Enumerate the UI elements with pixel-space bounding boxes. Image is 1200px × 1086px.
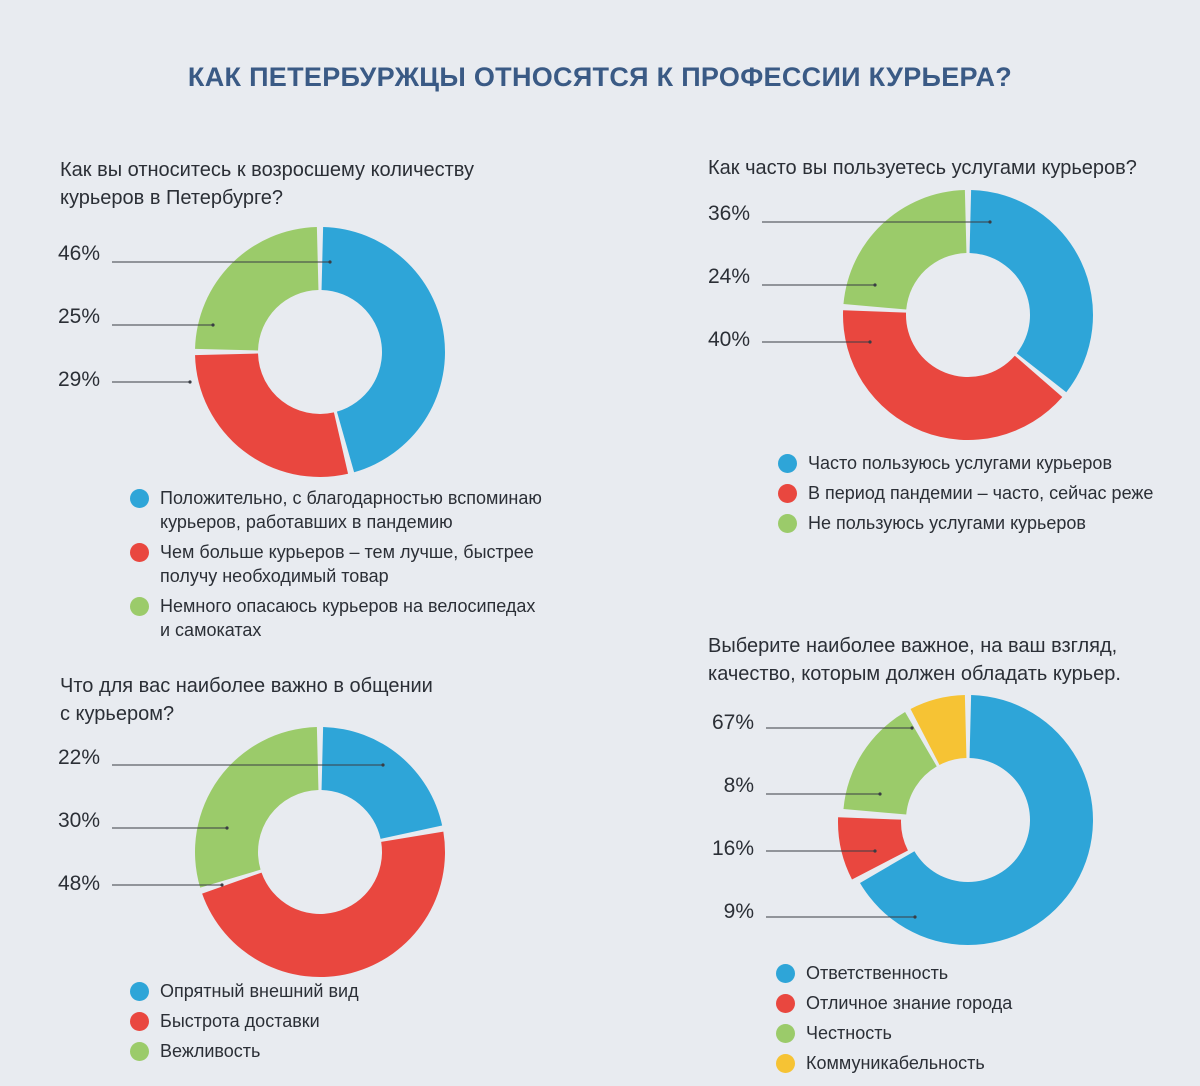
legend-item: Ответственность [776, 961, 1176, 985]
chart-4-pct-label: 16% [711, 837, 754, 860]
legend-item: Отличное знание города [776, 991, 1176, 1015]
legend-item: Коммуникабельность [776, 1051, 1176, 1075]
legend-item: Честность [776, 1021, 1176, 1045]
donut-slice [321, 727, 443, 839]
chart-2-donut [762, 190, 1093, 440]
legend-label: Чем больше курьеров – тем лучше, быстрее… [160, 542, 534, 586]
leader-dot [873, 283, 877, 287]
legend-label: Опрятный внешний вид [160, 981, 359, 1001]
chart-1-pct-label: 46% [57, 242, 100, 265]
leader-dot [225, 826, 229, 830]
legend-item: Вежливость [130, 1039, 530, 1063]
leader-dot [220, 883, 224, 887]
chart-1-question: Как вы относитесь к возросшему количеств… [60, 159, 474, 209]
chart-1-donut [112, 227, 446, 477]
legend-label: Отличное знание города [806, 993, 1013, 1013]
leader-dot [878, 792, 882, 796]
legend-dot [130, 489, 149, 508]
legend-label: Немного опасаюсь курьеров на велосипедах… [160, 596, 536, 640]
donut-slice [195, 353, 349, 477]
chart-4-legend: Ответственность Отличное знание города Ч… [776, 961, 1176, 1081]
chart-1-pct-label: 29% [57, 368, 100, 391]
chart-3-pct-label: 22% [57, 746, 100, 769]
chart-3-pct-label: 48% [57, 872, 100, 895]
leader-dot [381, 763, 385, 767]
donut-slice [843, 712, 937, 815]
chart-3-donut [112, 727, 445, 977]
chart-2-question: Как часто вы пользуетесь услугами курьер… [708, 157, 1137, 179]
legend-item: Немного опасаюсь курьеров на велосипедах… [130, 594, 550, 642]
legend-label: Часто пользуюсь услугами курьеров [808, 453, 1113, 473]
legend-item: Часто пользуюсь услугами курьеров [778, 451, 1178, 475]
chart-1-legend: Положительно, с благодарностью вспоминаю… [130, 486, 550, 648]
legend-dot [776, 994, 795, 1013]
legend-label: Вежливость [160, 1041, 261, 1061]
legend-label: В период пандемии – часто, сейчас реже [808, 483, 1154, 503]
leader-dot [988, 220, 992, 224]
legend-label: Быстрота доставки [160, 1011, 320, 1031]
legend-item: Опрятный внешний вид [130, 979, 530, 1003]
legend-item: Не пользуюсь услугами курьеров [778, 511, 1178, 535]
chart-3-pct-label: 30% [57, 809, 100, 832]
legend-item: Чем больше курьеров – тем лучше, быстрее… [130, 540, 550, 588]
chart-4-pct-label: 67% [711, 711, 754, 734]
chart-1-pct-label: 25% [57, 305, 100, 328]
donut-slice [195, 727, 319, 888]
chart-2-pct-label: 24% [707, 265, 750, 288]
donut-slice [843, 190, 967, 310]
legend-dot [776, 964, 795, 983]
legend-item: Положительно, с благодарностью вспоминаю… [130, 486, 550, 534]
leader-dot [188, 380, 192, 384]
chart-4-question: Выберите наиболее важное, на ваш взгляд,… [708, 635, 1121, 685]
donut-slice [202, 831, 445, 977]
donut-slice [860, 695, 1093, 945]
legend-label: Положительно, с благодарностью вспоминаю… [160, 488, 542, 532]
leader-dot [910, 726, 914, 730]
page-title: КАК ПЕТЕРБУРЖЦЫ ОТНОСЯТСЯ К ПРОФЕССИИ КУ… [187, 62, 1013, 92]
chart-2-legend: Часто пользуюсь услугами курьеров В пери… [778, 451, 1178, 541]
legend-dot [130, 1042, 149, 1061]
legend-dot [130, 597, 149, 616]
legend-dot [778, 454, 797, 473]
leader-dot [868, 340, 872, 344]
legend-label: Честность [806, 1023, 892, 1043]
donut-slice [969, 190, 1093, 393]
legend-item: Быстрота доставки [130, 1009, 530, 1033]
legend-label: Ответственность [806, 963, 949, 983]
chart-3-legend: Опрятный внешний вид Быстрота доставки В… [130, 979, 530, 1069]
leader-dot [211, 323, 215, 327]
leader-dot [913, 915, 917, 919]
donut-slice [843, 310, 1063, 440]
legend-label: Не пользуюсь услугами курьеров [808, 513, 1086, 533]
chart-4-pct-label: 9% [723, 900, 754, 923]
chart-2-pct-label: 36% [707, 202, 750, 225]
donut-slice [321, 227, 446, 473]
leader-dot [873, 849, 877, 853]
leader-dot [328, 260, 332, 264]
chart-4-donut [766, 695, 1093, 945]
chart-4-pct-label: 8% [723, 774, 754, 797]
donut-slice [838, 817, 908, 880]
legend-dot [776, 1054, 795, 1073]
donut-slice [195, 227, 319, 351]
legend-dot [130, 1012, 149, 1031]
chart-3-question: Что для вас наиболее важно в общении с к… [60, 675, 433, 725]
chart-2-pct-label: 40% [707, 328, 750, 351]
legend-dot [778, 514, 797, 533]
legend-label: Коммуникабельность [806, 1053, 985, 1073]
legend-item: В период пандемии – часто, сейчас реже [778, 481, 1178, 505]
donut-slice [910, 695, 967, 765]
legend-dot [778, 484, 797, 503]
legend-dot [130, 982, 149, 1001]
legend-dot [130, 543, 149, 562]
legend-dot [776, 1024, 795, 1043]
